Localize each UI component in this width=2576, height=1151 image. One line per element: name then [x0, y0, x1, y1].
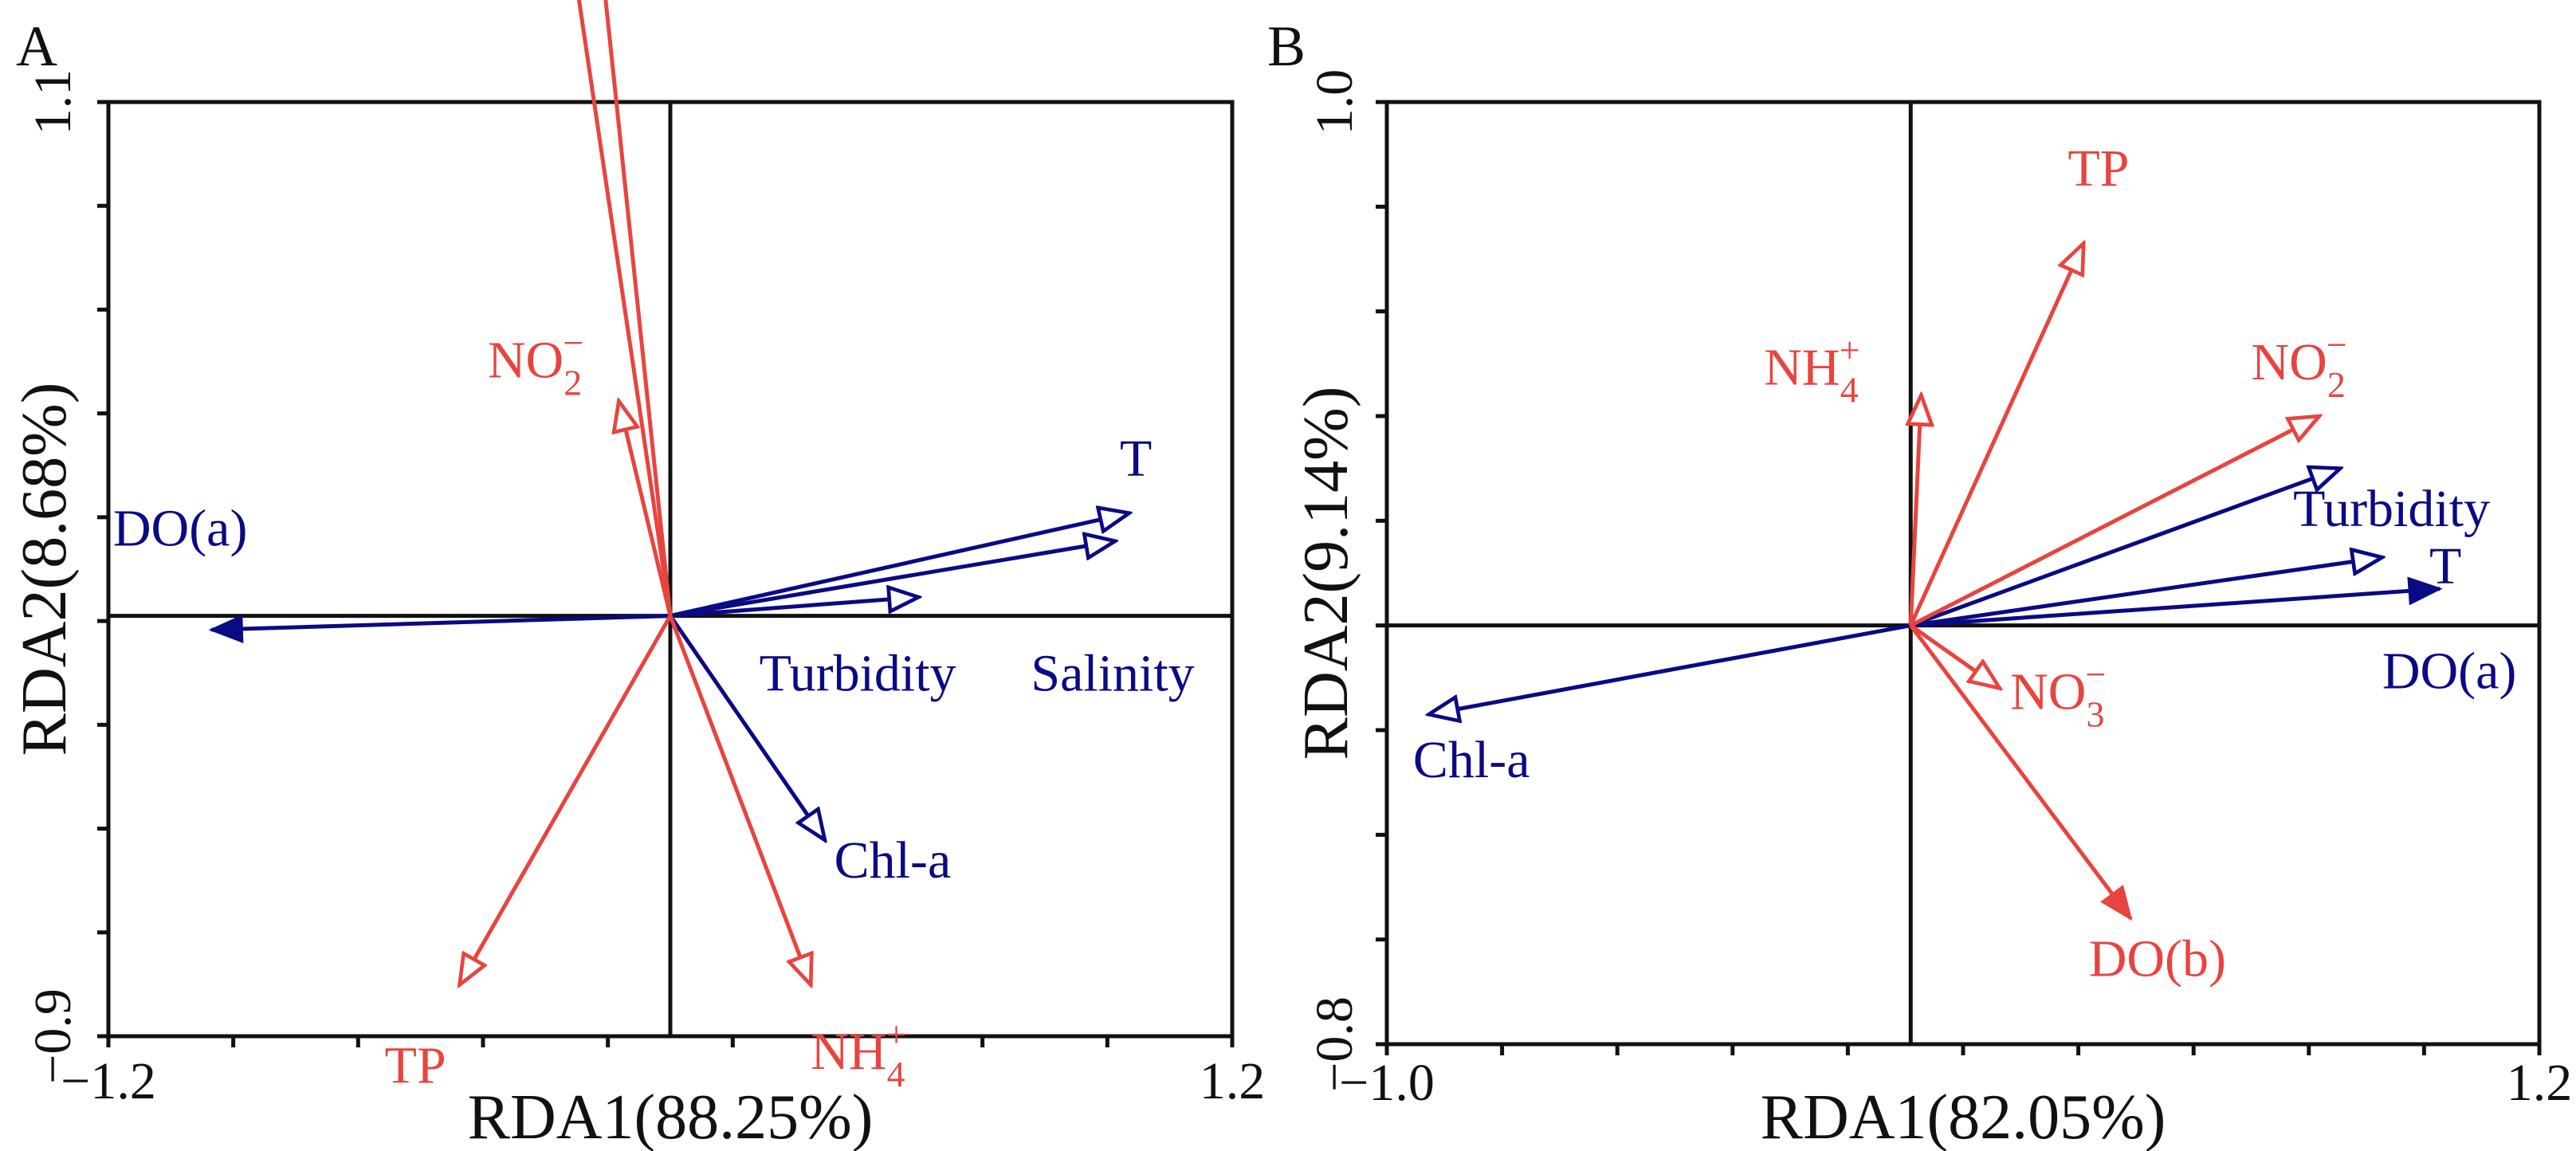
- panel-a-variable-labels: DO(a)TTurbiditySalinityChl-aDO(b)NO3−NO2…: [113, 323, 1195, 1095]
- label-b-no2minus: NO2−: [2252, 324, 2347, 405]
- panel-a-y-tick-min: −0.9: [24, 988, 82, 1084]
- panel-a-x-tick-max: 1.2: [1200, 1052, 1266, 1110]
- label-b-turbidity: Turbidity: [2293, 480, 2490, 538]
- vector-a-no3minus: [576, 0, 673, 616]
- vector-b-t: [1910, 557, 2382, 628]
- label-b-tp: TP: [2067, 139, 2129, 198]
- vector-a-do-b: [603, 0, 673, 616]
- panel-a-frame: [106, 100, 1235, 1039]
- vector-b-no2minus: [1910, 416, 2319, 627]
- panel-b-y-axis-title: RDA2(9.14%): [1291, 387, 1361, 760]
- label-b-do-b: DO(b): [2089, 930, 2226, 988]
- panel-a-y-axis-title: RDA2(8.68%): [10, 383, 80, 756]
- vector-a-no2minus: [618, 401, 673, 617]
- label-a-t: T: [1120, 430, 1152, 488]
- panel-a: A DO(a)TTurbiditySalinityChl-aDO(b)NO3−N…: [10, 0, 1265, 1151]
- panel-a-x-tick-min: −1.2: [61, 1052, 156, 1110]
- vector-a-salinity: [670, 541, 1115, 619]
- label-a-salinity: Salinity: [1031, 644, 1194, 702]
- panel-b-ticks: [1376, 100, 2542, 1055]
- panel-a-x-axis-title: RDA1(88.25%): [468, 1082, 874, 1151]
- vector-b-no3minus: [1909, 623, 2000, 689]
- panel-b-y-tick-max: 1.0: [1306, 69, 1364, 136]
- vector-a-nh4plus: [668, 615, 811, 985]
- label-a-do-a: DO(a): [113, 500, 248, 558]
- vector-b-nh4plus: [1910, 395, 1921, 626]
- vector-a-chlminusa: [668, 615, 825, 840]
- panel-a-letter: A: [16, 14, 57, 78]
- panel-b-frame: [1384, 100, 2542, 1047]
- label-b-chlminusa: Chl-a: [1413, 731, 1530, 789]
- vector-a-turbidity: [670, 597, 918, 619]
- panel-b-vectors: [1429, 243, 2443, 921]
- panel-a-y-tick-max: 1.1: [24, 69, 82, 136]
- vector-a-do-a: [208, 614, 671, 643]
- panel-a-vectors: [208, 0, 1129, 985]
- panel-b-x-tick-min: −1.0: [1339, 1054, 1435, 1112]
- panel-b-x-tick-max: 1.2: [2507, 1054, 2573, 1112]
- label-b-do-a: DO(a): [2382, 642, 2517, 700]
- vector-a-t: [670, 513, 1129, 619]
- vector-b-turbidity: [1910, 469, 2340, 628]
- label-a-tp: TP: [385, 1037, 446, 1095]
- vector-b-do-a: [1910, 576, 2443, 628]
- label-a-turbidity: Turbidity: [760, 644, 956, 702]
- label-b-t: T: [2429, 537, 2461, 595]
- vector-b-tp: [1908, 243, 2083, 627]
- vector-b-chlminusa: [1429, 623, 1911, 715]
- panel-b-y-tick-min: −0.8: [1306, 996, 1364, 1092]
- vector-b-do-b: [1909, 624, 2133, 921]
- label-a-chlminusa: Chl-a: [834, 831, 952, 890]
- label-a-nh4plus: NH4+: [811, 1014, 906, 1094]
- label-b-no3minus: NO3−: [2010, 654, 2106, 735]
- panel-b-x-axis-title: RDA1(82.05%): [1761, 1082, 2166, 1151]
- vector-a-tp: [460, 615, 673, 985]
- label-b-nh4plus: NH4+: [1764, 330, 1859, 411]
- panel-b-letter: B: [1267, 14, 1306, 78]
- label-a-no2minus: NO2−: [488, 323, 583, 403]
